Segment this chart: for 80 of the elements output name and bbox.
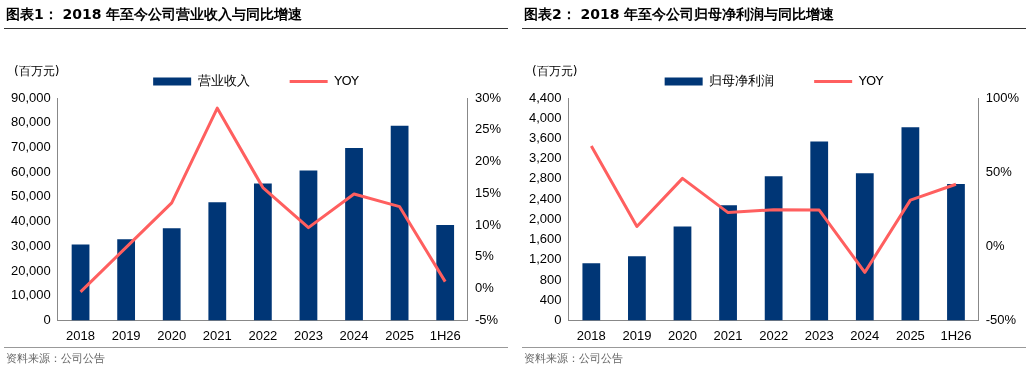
y2-tick-label: -5%: [474, 311, 499, 327]
y2-tick-label: 0%: [985, 237, 1005, 253]
bar: [345, 147, 363, 321]
y-tick-label: 50,000: [11, 188, 51, 204]
y2-tick-label: 5%: [474, 248, 495, 264]
y2-tick-label: 20%: [474, 153, 502, 169]
y-tick-label: 1,200: [528, 251, 562, 267]
y-tick-label: 4,000: [528, 109, 562, 125]
legend-label: 归母净利润: [709, 72, 775, 88]
y-tick-label: 3,200: [528, 150, 562, 166]
bar: [436, 225, 455, 321]
y-tick-label: 3,600: [528, 130, 562, 146]
x-tick-label: 1H26: [429, 327, 461, 343]
y-axis-title: (百万元): [532, 64, 578, 79]
x-tick-label: 2020: [668, 327, 697, 343]
y2-tick-label: 30%: [474, 89, 502, 105]
y2-tick-label: 10%: [474, 216, 502, 232]
bar: [810, 141, 829, 321]
x-tick-label: 2024: [339, 327, 369, 343]
x-tick-label: 2025: [895, 327, 925, 343]
y-tick-label: 20,000: [11, 262, 51, 278]
y-tick-label: 30,000: [11, 237, 51, 253]
y-tick-label: 2,000: [528, 210, 562, 226]
y-axis-title: (百万元): [14, 64, 60, 79]
text: 资料来源：公司公告: [4, 347, 508, 366]
y-tick-label: 70,000: [11, 139, 51, 154]
bar: [628, 256, 646, 321]
x-tick-label: 2018: [576, 327, 606, 343]
bar: [855, 173, 874, 321]
y2-tick-label: 0%: [474, 280, 495, 296]
bar: [901, 127, 920, 321]
x-tick-label: 2021: [713, 327, 743, 343]
y-tick-label: 2,800: [528, 170, 562, 186]
bar: [719, 205, 737, 321]
x-tick-label: 2019: [111, 327, 141, 343]
bar: [947, 183, 965, 321]
legend-label: YOY: [857, 72, 884, 88]
bar: [390, 125, 409, 321]
x-tick-label: 2020: [157, 327, 187, 343]
x-tick-label: 2023: [804, 327, 834, 343]
bar: [253, 183, 272, 321]
y-tick-label: 80,000: [11, 114, 51, 130]
y-tick-label: 40,000: [11, 213, 51, 229]
x-tick-label: 2022: [759, 327, 789, 343]
y2-tick-label: 15%: [474, 184, 502, 200]
x-tick-label: 2021: [202, 327, 232, 343]
text: 资料来源：公司公告: [522, 347, 1026, 366]
y2-tick-label: -50%: [985, 311, 1017, 327]
bar: [299, 170, 318, 321]
bar: [208, 202, 227, 321]
bar: [764, 176, 783, 321]
bar: [71, 244, 90, 321]
y-tick-label: 10,000: [11, 287, 51, 303]
bar: [162, 228, 181, 321]
bar: [582, 263, 601, 321]
bar: [117, 239, 136, 321]
y-tick-label: 800: [539, 271, 562, 287]
y2-tick-label: 100%: [985, 89, 1020, 105]
y-tick-label: 0: [43, 311, 51, 327]
chart-title: 图表1： 2018 年至今公司营业收入与同比增速: [4, 0, 508, 29]
x-tick-label: 2019: [622, 327, 652, 343]
legend-label: YOY: [333, 72, 359, 88]
y-tick-label: 0: [554, 311, 562, 327]
legend-label: 营业收入: [197, 72, 250, 88]
x-tick-label: 2018: [66, 327, 96, 343]
x-tick-label: 2023: [293, 327, 323, 343]
y-tick-label: 60,000: [11, 163, 51, 179]
y2-tick-label: 25%: [474, 121, 502, 137]
x-tick-label: 2025: [385, 327, 415, 343]
y-tick-label: 1,600: [528, 231, 562, 247]
bar: [673, 226, 692, 321]
y2-tick-label: 50%: [985, 163, 1013, 179]
x-tick-label: 1H26: [940, 327, 972, 343]
y-tick-label: 400: [539, 291, 562, 307]
chart-title: 图表2： 2018 年至今公司归母净利润与同比增速: [522, 0, 1026, 29]
y-tick-label: 2,400: [528, 190, 562, 206]
x-tick-label: 2022: [248, 327, 278, 343]
x-tick-label: 2024: [850, 327, 880, 343]
y-tick-label: 90,000: [11, 89, 51, 105]
y-tick-label: 4,400: [528, 89, 562, 105]
